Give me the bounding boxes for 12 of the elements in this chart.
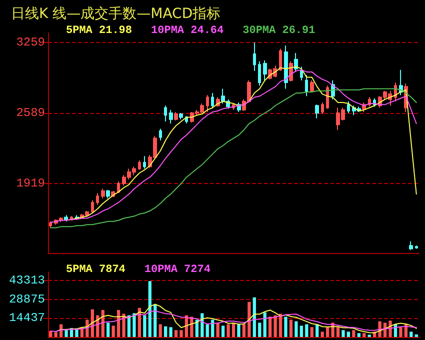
- y-tick-label: 2589: [16, 106, 45, 120]
- text: 10PMA 7274: [144, 264, 211, 276]
- y-tick-label: 3259: [16, 36, 45, 50]
- text: 30PMA 26.91: [242, 25, 316, 37]
- y-tick-label: 43313: [8, 274, 45, 288]
- chart-title: 日线K 线—成交手数—MACD指标: [11, 6, 221, 22]
- y-tick-label: 1919: [16, 176, 45, 191]
- text: 10PMA 24.64: [151, 25, 224, 37]
- text: 5PMA 7874: [66, 264, 126, 276]
- y-tick-label: 14437: [8, 311, 45, 326]
- y-tick-label: 28875: [8, 292, 45, 306]
- text: 5PMA 21.98: [66, 25, 132, 37]
